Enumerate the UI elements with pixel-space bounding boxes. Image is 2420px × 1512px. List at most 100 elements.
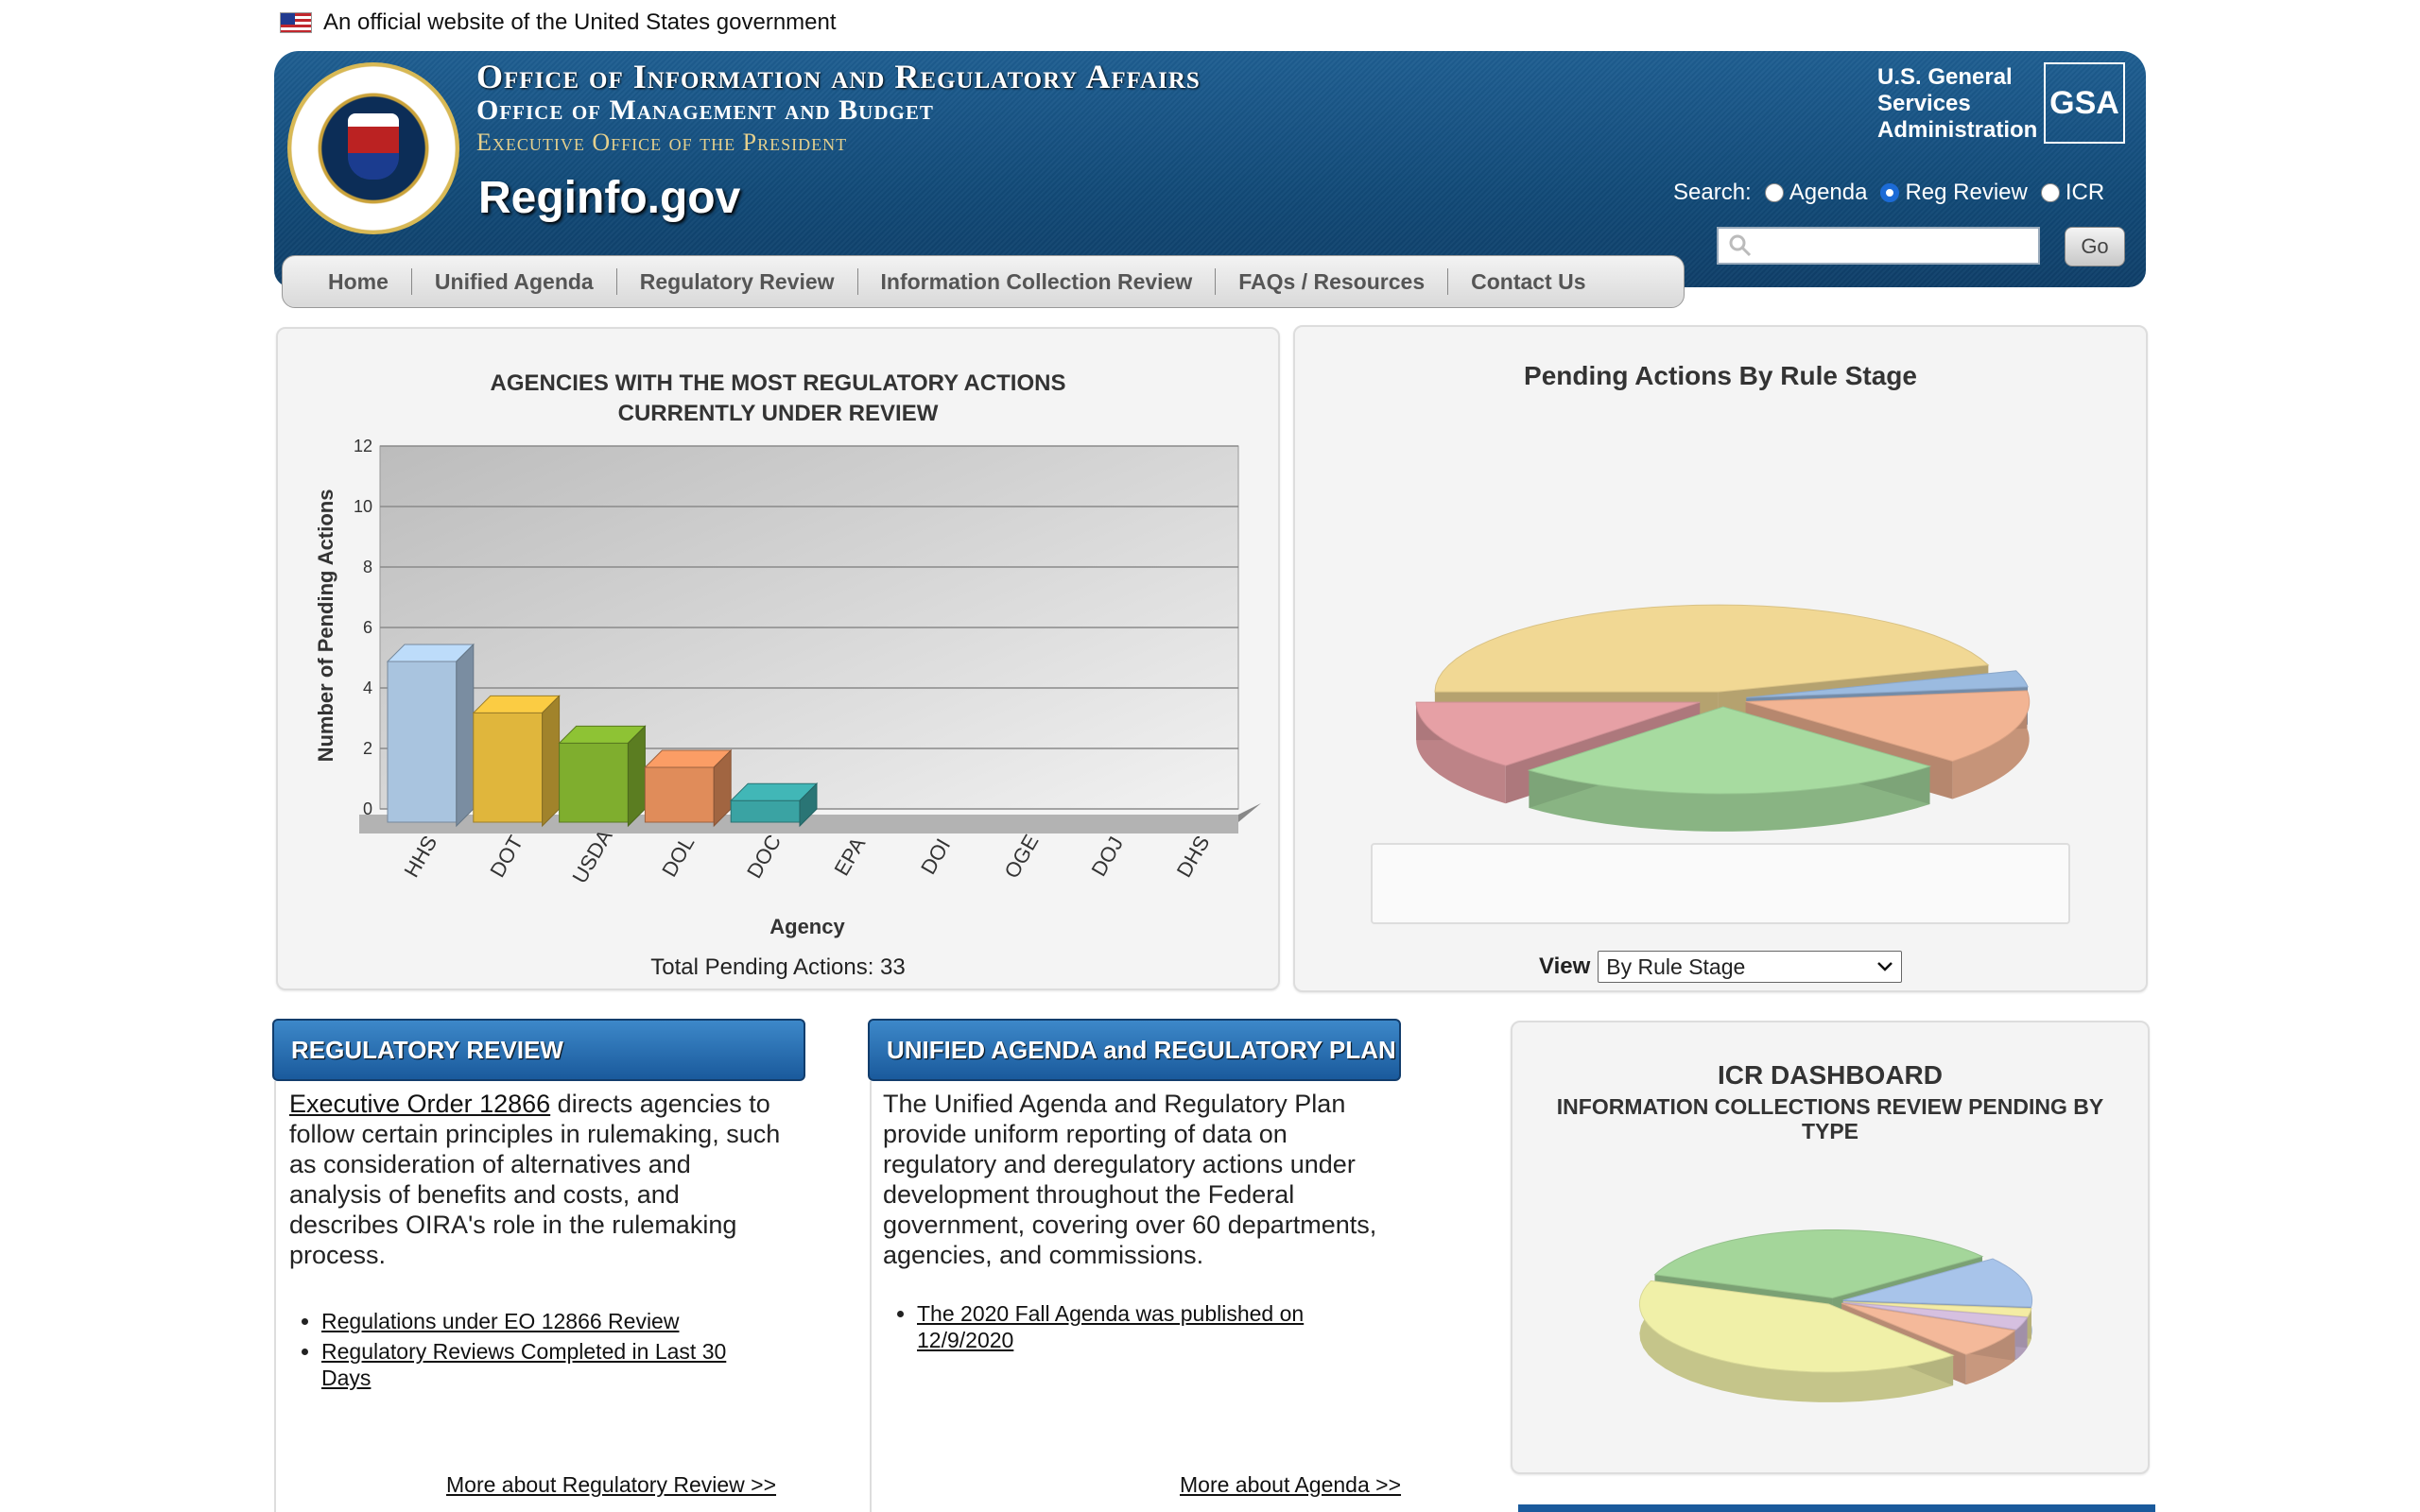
search-radio-agenda[interactable]: Agenda [1764,180,1868,206]
eop-seal-logo[interactable] [287,62,459,234]
x-tick-label: EPA [829,833,870,879]
y-tick-label: 2 [363,739,372,758]
bar [387,661,458,823]
view-selected: By Rule Stage [1606,954,1746,979]
search-label: Search: [1673,180,1752,205]
go-button[interactable]: Go [2065,227,2125,266]
pie-slice-side [1952,690,2030,799]
radio-label: ICR [2065,180,2105,205]
pie-slice [1841,1302,2016,1355]
y-tick-label: 0 [363,799,372,818]
view-selector: View By Rule Stage [1539,951,1903,983]
title-oira: Office of Information and Regulatory Aff… [476,58,1201,95]
search-icon [1729,234,1752,257]
main-nav: Home Unified Agenda Regulatory Review In… [282,255,1685,308]
nav-regulatory-review[interactable]: Regulatory Review [617,268,858,295]
gsa-text-line: Administration [1877,117,2038,143]
nav-contact-us[interactable]: Contact Us [1471,269,1586,294]
eo-12866-review-link[interactable]: Regulations under EO 12866 Review [321,1309,680,1333]
y-axis-label: Number of Pending Actions [314,490,337,763]
x-tick-label: DHS [1172,832,1215,882]
pie-slice [1434,604,1990,693]
gsa-logo[interactable]: GSA [2044,62,2125,144]
icr-subtitle: INFORMATION COLLECTIONS REVIEW PENDING B… [1556,1094,2104,1143]
x-axis-label: Agency [769,915,845,938]
x-tick-label: HHS [399,832,441,882]
nav-faqs-resources[interactable]: FAQs / Resources [1216,268,1449,295]
more-regulatory-review-link[interactable]: More about Regulatory Review >> [446,1472,777,1497]
search-input[interactable] [1717,227,2040,265]
official-banner-text: An official website of the United States… [323,9,837,35]
official-banner: An official website of the United States… [280,8,837,38]
unified-agenda-links: The 2020 Fall Agenda was published on 12… [872,1300,1363,1357]
pie-legend-box [1371,843,2070,924]
search-radio-reg-review[interactable]: Reg Review [1880,180,2028,206]
more-agenda-link[interactable]: More about Agenda >> [1180,1472,1402,1497]
nav-information-collection-review[interactable]: Information Collection Review [858,268,1217,295]
regulatory-review-description: directs agencies to follow certain princ… [289,1090,781,1269]
bar-side [799,782,818,828]
bar [559,742,629,823]
title-eop: Executive Office of the President [476,129,848,156]
bar [473,712,544,823]
x-tick-label: DOJ [1086,833,1128,881]
bar [644,766,715,823]
pie-slice [1842,1258,2033,1308]
bar-chart-title: AGENCIES WITH THE MOST REGULATORY ACTION… [278,369,1278,429]
unified-agenda-text: The Unified Agenda and Regulatory Plan p… [883,1090,1377,1269]
total-pending-actions: Total Pending Actions: 33 [650,954,906,980]
view-label: View [1539,954,1591,979]
icr-pie-chart[interactable] [1512,1022,2152,1476]
bar-title-line: CURRENTLY UNDER REVIEW [617,401,939,426]
reviews-completed-link[interactable]: Regulatory Reviews Completed in Last 30 … [321,1339,727,1390]
x-tick-label: DOL [657,832,699,881]
bar [730,799,801,823]
agencies-chart-panel: AGENCIES WITH THE MOST REGULATORY ACTION… [276,327,1280,990]
y-tick-label: 8 [363,558,372,576]
regulatory-review-links: Regulations under EO 12866 Review Regula… [276,1308,768,1395]
unified-agenda-heading[interactable]: UNIFIED AGENDA and REGULATORY PLAN [868,1019,1401,1081]
bar-side [627,725,646,828]
nav-home[interactable]: Home [305,268,412,295]
office-titles: Office of Information and Regulatory Aff… [476,57,1201,157]
rule-stage-panel: Pending Actions By Rule Stage View By Ru… [1293,325,2148,992]
bar-side [542,695,561,828]
unified-agenda-body: The Unified Agenda and Regulatory Plan p… [870,1081,1427,1512]
gsa-text-line: Services [1877,91,1971,116]
bar-title-line: AGENCIES WITH THE MOST REGULATORY ACTION… [490,370,1066,396]
pie-slice [1653,1228,1984,1298]
site-header: Office of Information and Regulatory Aff… [274,51,2146,287]
eo-12866-link[interactable]: Executive Order 12866 [289,1090,551,1118]
radio-label: Reg Review [1905,180,2028,205]
eagle-icon [348,113,399,180]
chevron-down-icon [1877,962,1893,971]
y-tick-label: 10 [354,497,372,516]
pie-slice [1745,690,2031,762]
pie-slice-side [1529,765,1930,832]
nav-unified-agenda[interactable]: Unified Agenda [412,268,617,295]
search-radio-icr[interactable]: ICR [2040,180,2105,206]
regulatory-review-body: Executive Order 12866 directs agencies t… [274,1081,870,1512]
title-omb: Office of Management and Budget [476,94,934,126]
pie-slice [1842,1301,2032,1318]
pie-slice-side [1639,1280,1954,1402]
pie-slice [1842,1301,2029,1331]
pie-chart-title: Pending Actions By Rule Stage [1524,361,1917,390]
site-name[interactable]: Reginfo.gov [478,173,741,223]
regulatory-review-heading-text: REGULATORY REVIEW [291,1035,563,1064]
bar-side [456,643,475,828]
y-tick-label: 12 [354,437,372,455]
pie-slice [1527,706,1932,795]
search-options: Search: Agenda Reg Review ICR [1673,180,2104,206]
fall-agenda-link[interactable]: The 2020 Fall Agenda was published on 12… [917,1301,1305,1352]
gsa-text[interactable]: U.S. General Services Administration [1877,64,2037,144]
pie-slice [1746,670,2029,698]
view-select[interactable]: By Rule Stage [1598,951,1903,983]
radio-label: Agenda [1789,180,1868,205]
y-tick-label: 6 [363,618,372,637]
pie-slice [1415,701,1701,766]
section-edge [1518,1504,2155,1512]
x-tick-label: USDA [567,825,616,887]
rule-stage-pie-chart[interactable] [1295,327,2150,837]
regulatory-review-heading[interactable]: REGULATORY REVIEW [272,1019,805,1081]
